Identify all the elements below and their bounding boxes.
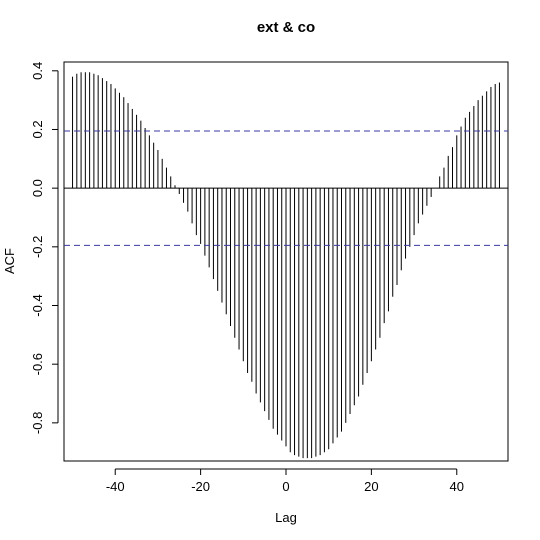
y-tick-label: 0.4 bbox=[30, 62, 45, 80]
y-tick-label: 0.0 bbox=[30, 179, 45, 197]
x-tick-label: 20 bbox=[364, 479, 378, 494]
x-axis-label: Lag bbox=[275, 510, 297, 525]
plot-frame bbox=[63, 61, 509, 462]
y-axis: -0.8 -0.6 -0.4 -0.2 0.0 0.2 0.4 bbox=[30, 62, 59, 434]
x-tick-label: 0 bbox=[282, 479, 289, 494]
x-axis: -40 -20 0 20 40 bbox=[106, 468, 464, 494]
x-tick-label: -20 bbox=[191, 479, 210, 494]
chart-title: ext & co bbox=[257, 19, 315, 36]
y-axis-label: ACF bbox=[2, 248, 17, 274]
x-tick-label: -40 bbox=[106, 479, 125, 494]
y-tick-label: 0.2 bbox=[30, 120, 45, 138]
y-tick-label: -0.4 bbox=[30, 294, 45, 316]
y-tick-label: -0.8 bbox=[30, 412, 45, 434]
y-tick-label: -0.2 bbox=[30, 236, 45, 258]
y-tick-label: -0.6 bbox=[30, 353, 45, 375]
x-tick-label: 40 bbox=[450, 479, 464, 494]
acf-bars bbox=[72, 72, 500, 459]
